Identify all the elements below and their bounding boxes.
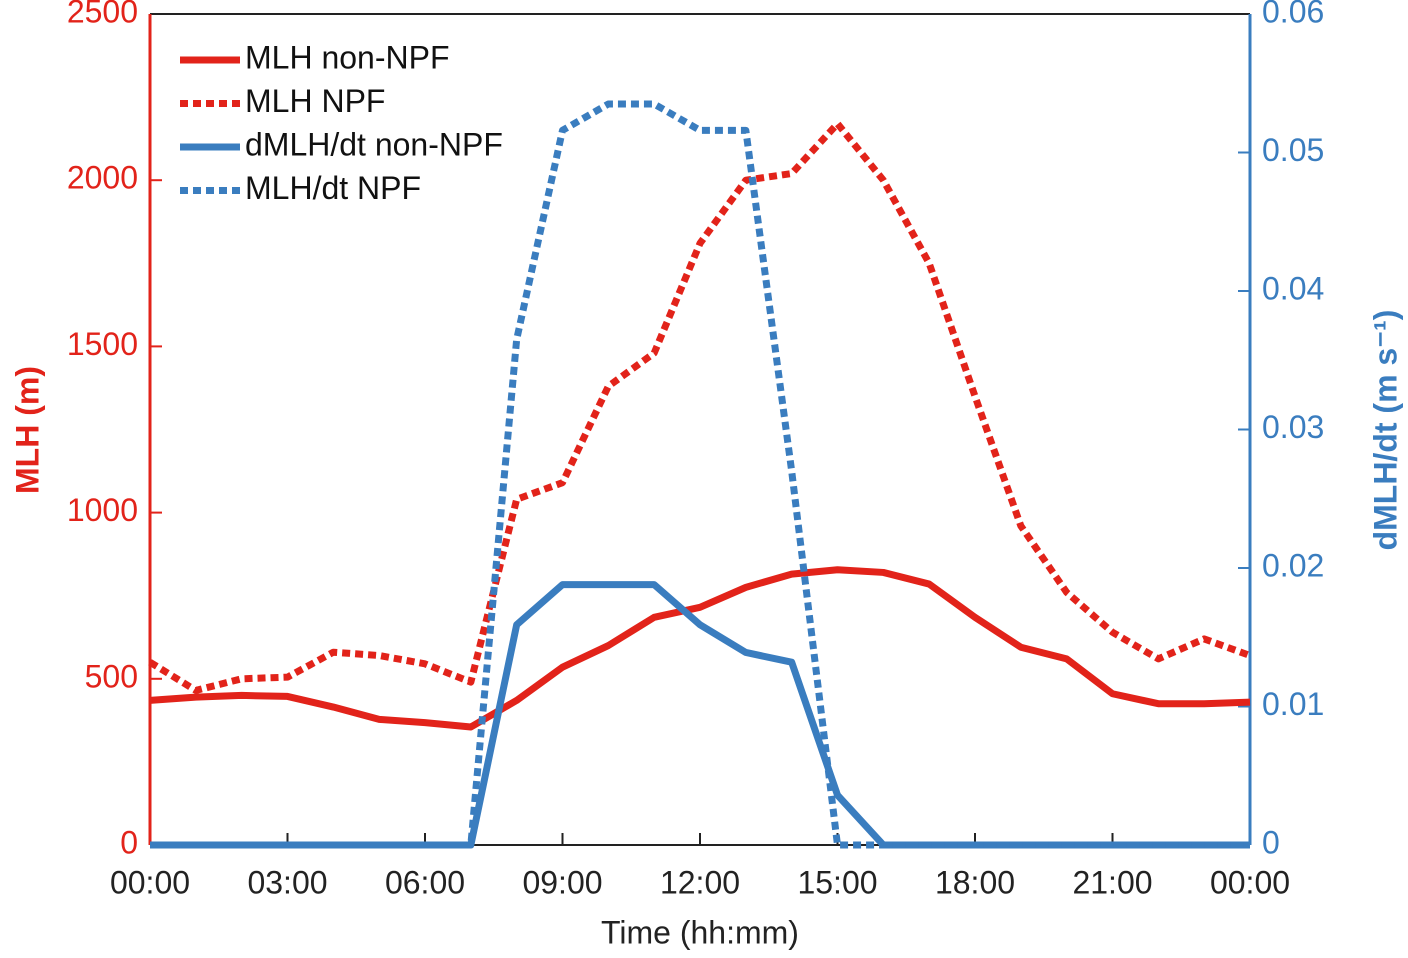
y2-tick-label: 0	[1262, 824, 1280, 860]
y2-axis-label: dMLH/dt (m s⁻¹)	[1367, 310, 1403, 551]
x-tick-label: 15:00	[797, 864, 877, 900]
x-tick-label: 21:00	[1072, 864, 1152, 900]
series-line	[150, 581, 1250, 849]
y-tick-label: 1000	[67, 492, 138, 528]
y2-tick-label: 0.01	[1262, 686, 1324, 722]
legend-label: MLH/dt NPF	[245, 170, 421, 206]
y2-tick-label: 0.04	[1262, 270, 1324, 306]
y-tick-label: 0	[120, 824, 138, 860]
y-tick-label: 1500	[67, 326, 138, 362]
x-axis-label: Time (hh:mm)	[601, 914, 799, 950]
series-line	[150, 100, 1250, 849]
x-tick-label: 18:00	[935, 864, 1015, 900]
series-line	[148, 120, 1252, 694]
x-tick-label: 00:00	[110, 864, 190, 900]
series-line	[149, 566, 1251, 731]
y-axis-label: MLH (m)	[9, 366, 45, 494]
legend-label: MLH non-NPF	[245, 39, 450, 75]
x-tick-label: 06:00	[385, 864, 465, 900]
y2-tick-label: 0.02	[1262, 547, 1324, 583]
y-tick-label: 500	[85, 658, 138, 694]
x-tick-label: 00:00	[1210, 864, 1290, 900]
y2-tick-label: 0.03	[1262, 409, 1324, 445]
y-tick-label: 2000	[67, 160, 138, 196]
legend-label: MLH NPF	[245, 83, 385, 119]
x-tick-label: 03:00	[247, 864, 327, 900]
y2-tick-label: 0.06	[1262, 0, 1324, 29]
y2-tick-label: 0.05	[1262, 132, 1324, 168]
x-tick-label: 12:00	[660, 864, 740, 900]
legend-label: dMLH/dt non-NPF	[245, 126, 503, 162]
x-tick-label: 09:00	[522, 864, 602, 900]
y-tick-label: 2500	[67, 0, 138, 29]
